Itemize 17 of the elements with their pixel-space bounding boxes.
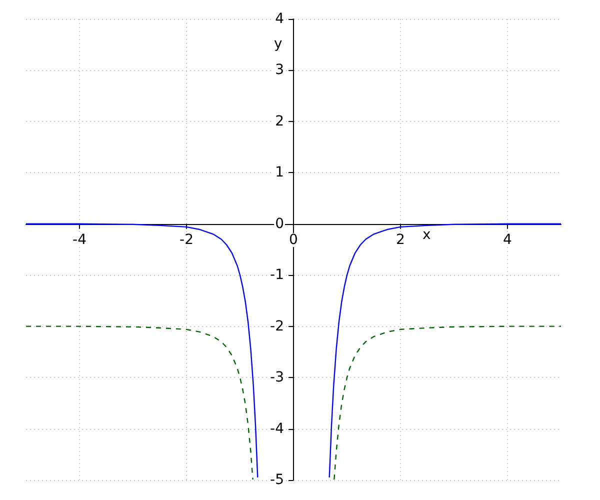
y-tick-label: -1 (270, 267, 284, 284)
y-tick-label: 3 (275, 62, 284, 78)
x-tick-label: -2 (180, 232, 194, 248)
x-tick-label: 4 (503, 232, 512, 248)
y-tick-label: 0 (275, 216, 284, 232)
y-tick-label: -3 (270, 370, 284, 386)
x-tick-label: -4 (72, 232, 87, 248)
y-tick-label: -2 (270, 318, 284, 334)
x-axis-title: x (422, 227, 431, 243)
y-tick-label: -4 (270, 420, 284, 437)
x-tick-label: 0 (289, 232, 298, 248)
y-tick-label: -5 (270, 472, 284, 488)
x-tick-label: 2 (396, 232, 405, 248)
y-tick-label: 2 (275, 113, 284, 130)
y-tick-label: 1 (275, 164, 284, 181)
y-axis-title: y (274, 36, 282, 52)
y-tick-label: 4 (275, 11, 284, 27)
